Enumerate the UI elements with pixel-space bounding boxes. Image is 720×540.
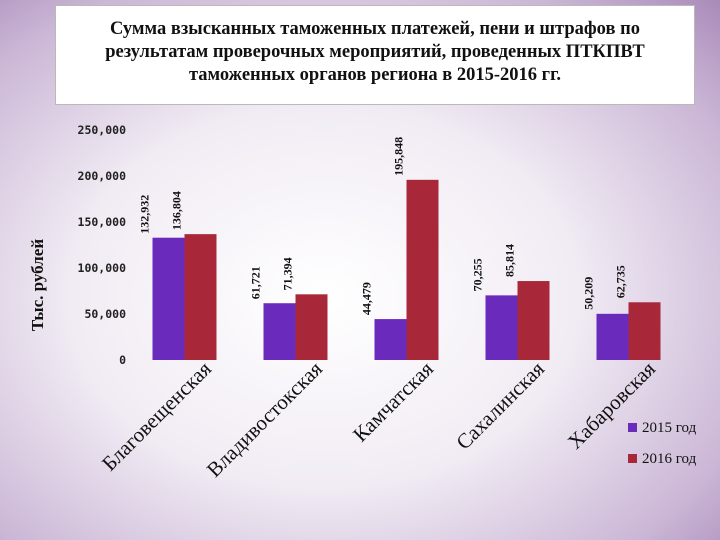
y-tick-label: 200,000 [78,169,127,183]
chart-bars [152,179,661,360]
chart-title-line-3: таможенных органов региона в 2015-2016 г… [188,65,562,85]
bar-2016 [406,179,439,360]
y-tick-label: 150,000 [78,215,127,229]
bar-2016 [295,294,328,360]
data-label: 62,735 [614,265,628,298]
bar-2015 [485,295,518,360]
chart-title: Сумма взысканных таможенных платежей, пе… [56,18,694,87]
chart-axes: 0 50,000 100,000 150,000 200,000 250,000 Тыс. … [28,123,126,367]
data-label: 50,209 [582,277,596,310]
data-label: 71,394 [281,257,295,290]
bar-2015 [263,303,296,360]
data-label: 132,932 [138,195,152,234]
legend-swatch-2015 [628,423,637,432]
chart-data-labels: 132,932 136,804 61,721 71,394 44,479 195,848 7… [138,137,628,315]
title-box: Сумма взысканных таможенных платежей, пе… [55,5,695,105]
bar-2015 [596,313,629,360]
y-tick-label: 250,000 [78,123,127,137]
bar-2016 [517,281,550,360]
category-label: Владивостокская [202,356,327,481]
category-label: Камчатская [348,356,438,446]
chart-legend: 2015 год 2016 год [628,420,697,467]
category-label: Хабаровская [563,356,660,453]
legend-label-2015: 2015 год [642,420,697,436]
bar-2016 [184,234,217,360]
chart-title-line-1: Сумма взысканных таможенных платежей, пе… [109,19,640,39]
y-tick-label: 0 [119,353,126,367]
chart-title-line-2: результатам проверочных мероприятий, про… [105,42,645,62]
data-label: 136,804 [170,191,184,230]
y-axis-title: Тыс. рублей [28,239,47,331]
legend-label-2016: 2016 год [642,451,697,467]
data-label: 61,721 [249,266,263,299]
category-label: Сахалинская [451,356,549,454]
bar-2015 [374,319,407,360]
y-tick-label: 100,000 [78,261,127,275]
data-label: 70,255 [471,258,485,291]
y-tick-label: 50,000 [84,307,126,321]
data-label: 85,814 [503,244,517,277]
bar-2016 [628,302,661,360]
legend-swatch-2016 [628,454,637,463]
category-label: Благовещенская [97,356,216,475]
data-label: 44,479 [360,282,374,315]
data-label: 195,848 [392,137,406,176]
bar-2015 [152,237,185,360]
